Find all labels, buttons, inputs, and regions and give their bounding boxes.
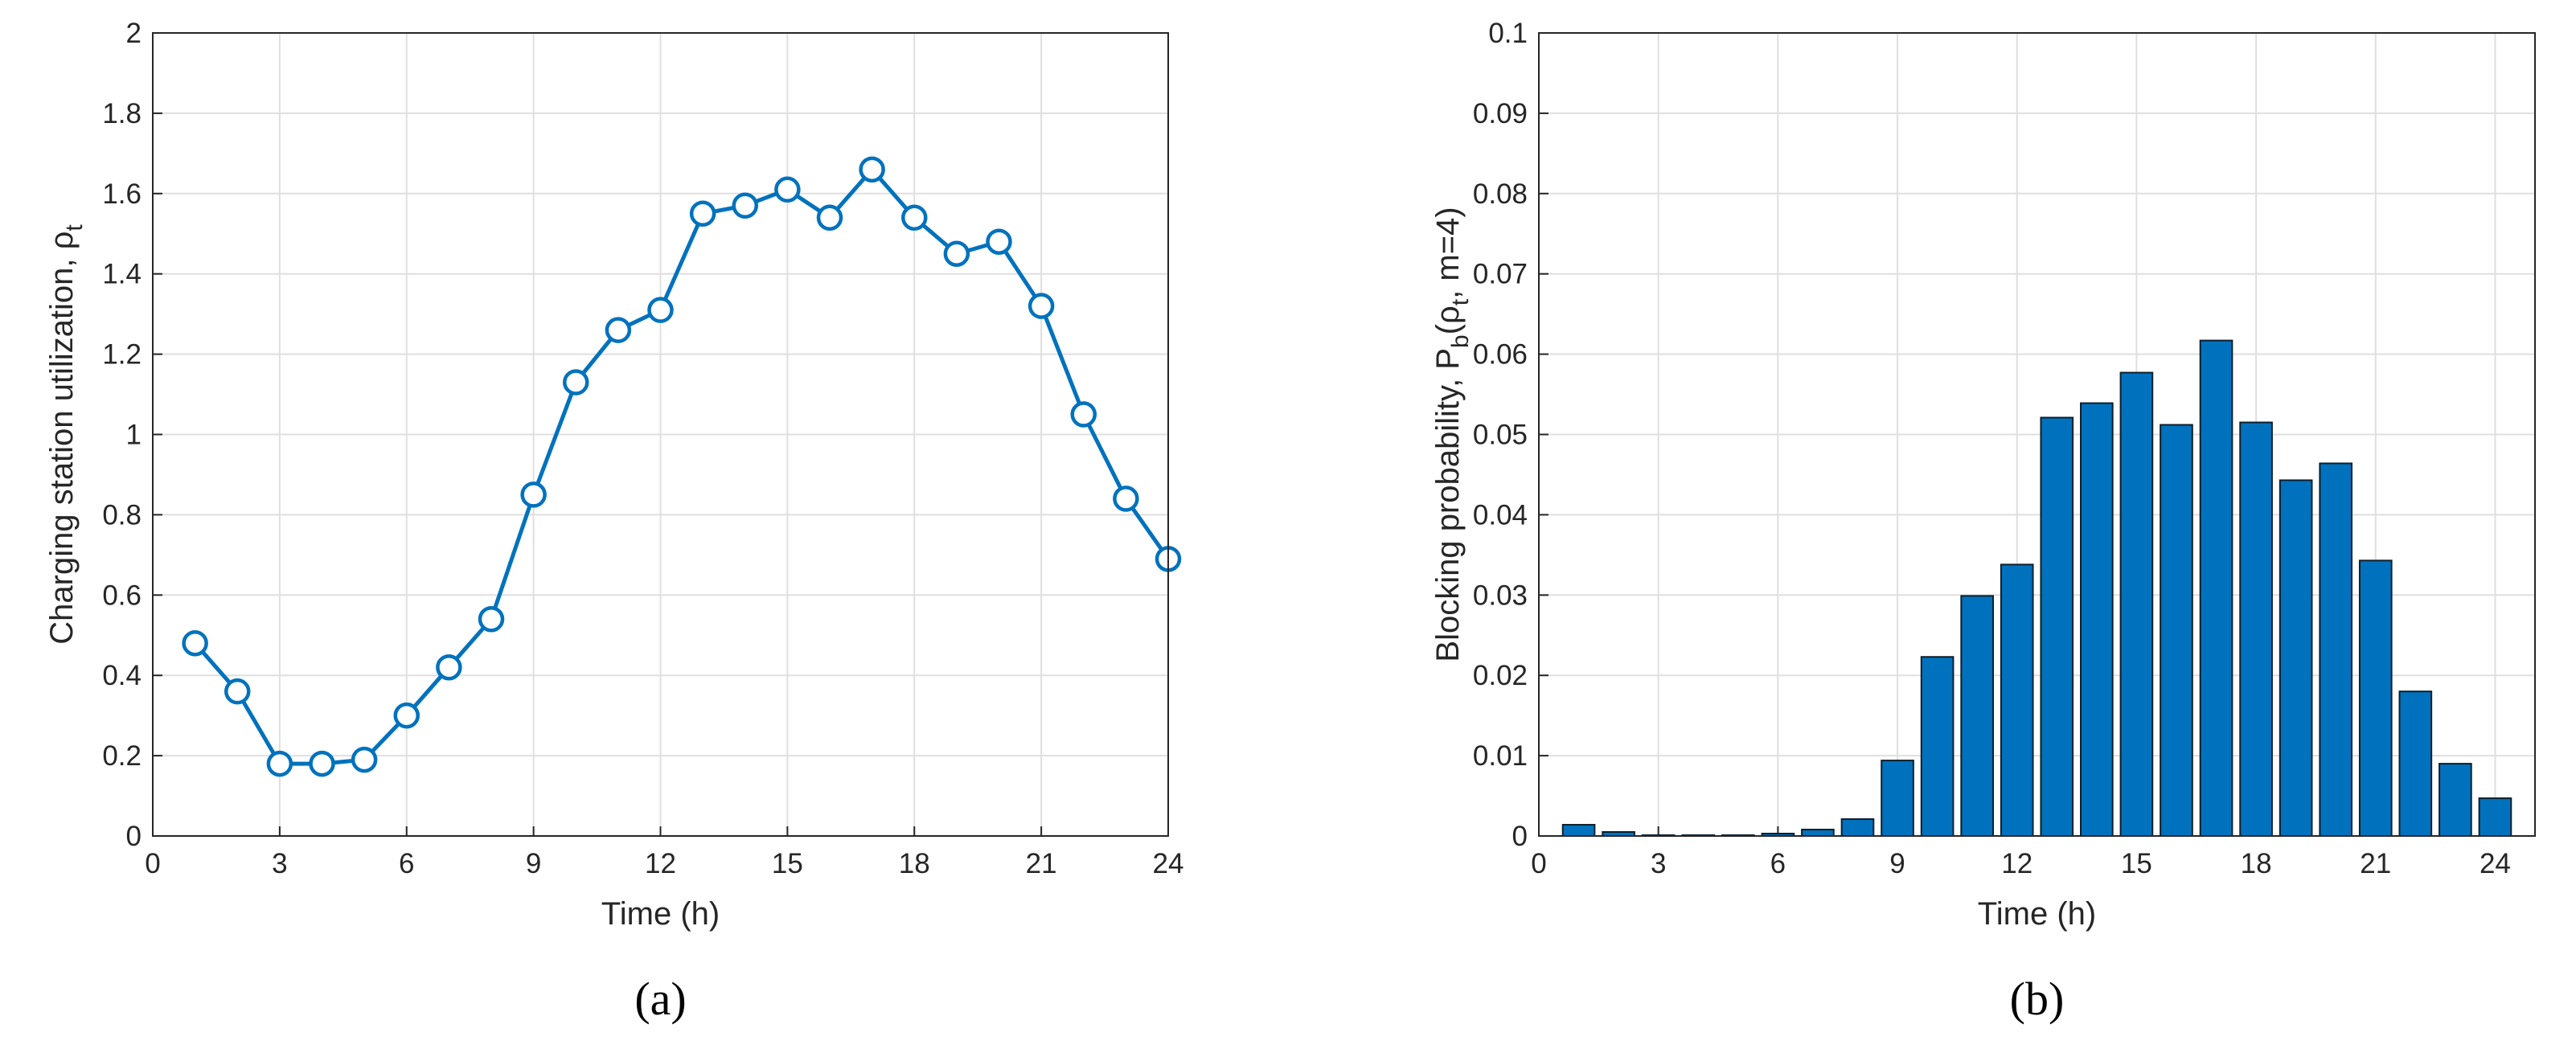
bar: [2239, 421, 2273, 837]
y-tick-label: 0.09: [1473, 98, 1528, 129]
bar: [2398, 690, 2433, 837]
y-tick-label: 0.06: [1473, 339, 1528, 371]
y-tick-label: 0.4: [102, 660, 142, 691]
x-tick-label: 9: [526, 848, 541, 879]
bar: [2439, 763, 2472, 838]
x-tick-label: 24: [2480, 848, 2511, 879]
marker: [478, 606, 505, 633]
bar: [2080, 402, 2114, 837]
y-axis-label: Blocking probability, Pb(ρt, m=4): [1430, 207, 1474, 662]
bar: [1960, 595, 1994, 837]
marker: [774, 176, 801, 203]
bar: [2358, 559, 2393, 838]
marker: [436, 654, 462, 681]
x-tick-label: 15: [772, 848, 803, 879]
y-tick-label: 1: [126, 420, 142, 451]
y-axis-label: Charging station utilization, ρt: [44, 224, 88, 645]
marker: [266, 750, 293, 777]
x-axis-label: Time (h): [601, 896, 720, 932]
marker: [943, 240, 970, 267]
y-axis-label-subscript: b: [1447, 334, 1474, 348]
marker: [986, 228, 1012, 255]
x-tick-label: 9: [1889, 848, 1905, 879]
y-axis-label-part: Charging station utilization, ρ: [44, 232, 80, 645]
y-tick-label: 0.8: [102, 499, 142, 531]
y-tick-label: 0.1: [1488, 18, 1528, 49]
x-axis-label: Time (h): [1978, 896, 2096, 932]
y-tick-label: 0: [126, 821, 142, 852]
y-tick-label: 0.08: [1473, 178, 1528, 210]
x-tick-label: 3: [1651, 848, 1666, 879]
y-axis-label-subscript: t: [61, 224, 88, 232]
y-tick-label: 1.6: [102, 178, 142, 210]
marker: [732, 192, 758, 219]
bar: [2279, 479, 2313, 837]
y-tick-label: 1.4: [102, 259, 142, 290]
y-tick-label: 0.6: [102, 580, 142, 611]
marker: [182, 629, 208, 657]
y-tick-label: 0.02: [1473, 660, 1528, 691]
bar: [2000, 563, 2034, 837]
x-tick-label: 6: [399, 848, 414, 879]
marker: [605, 317, 632, 343]
bar: [1881, 760, 1914, 837]
marker: [309, 750, 335, 777]
marker: [901, 204, 928, 232]
bar: [1920, 656, 1955, 838]
y-axis-label-part: Blocking probability, P: [1430, 348, 1466, 662]
bar: [2119, 371, 2154, 837]
bar: [1801, 829, 1835, 838]
caption: (a): [634, 973, 686, 1025]
bar: [2319, 462, 2353, 837]
marker: [1028, 293, 1055, 319]
y-tick-label: 0.03: [1473, 580, 1528, 611]
axes-box: [152, 32, 1169, 837]
marker: [859, 156, 885, 183]
x-tick-label: 0: [145, 848, 160, 879]
marker: [520, 481, 547, 508]
x-tick-label: 3: [272, 848, 287, 879]
x-tick-label: 0: [1531, 848, 1546, 879]
x-tick-label: 15: [2121, 848, 2152, 879]
bar: [2160, 424, 2193, 838]
y-tick-label: 0.04: [1473, 499, 1528, 531]
y-tick-label: 1.2: [102, 339, 142, 371]
bar: [1840, 818, 1875, 837]
x-tick-label: 21: [2360, 848, 2391, 879]
x-tick-label: 18: [899, 848, 930, 879]
y-tick-label: 0.2: [102, 740, 142, 772]
marker: [1113, 486, 1139, 512]
marker: [1070, 401, 1097, 428]
x-tick-label: 6: [1770, 848, 1786, 879]
y-tick-label: 2: [126, 18, 142, 49]
y-tick-label: 0.01: [1473, 740, 1528, 772]
marker: [816, 204, 843, 232]
marker: [689, 200, 716, 227]
axes-box: [1538, 32, 2536, 837]
marker: [224, 678, 251, 705]
bar: [1561, 824, 1596, 838]
bar: [2478, 797, 2512, 837]
x-tick-label: 21: [1026, 848, 1057, 879]
x-tick-label: 24: [1153, 848, 1184, 879]
bar: [2040, 416, 2074, 837]
x-tick-label: 12: [645, 848, 676, 879]
marker: [647, 297, 674, 323]
y-tick-label: 0: [1512, 821, 1528, 852]
marker: [393, 702, 420, 729]
y-tick-label: 1.8: [102, 98, 142, 129]
y-axis-label-part: , m=4): [1430, 207, 1466, 298]
caption: (b): [2010, 973, 2065, 1025]
x-tick-label: 12: [2001, 848, 2032, 879]
bar: [2199, 339, 2233, 837]
y-axis-label-part: (ρ: [1430, 305, 1466, 334]
y-tick-label: 0.05: [1473, 420, 1528, 451]
y-axis-label-subscript: t: [1447, 298, 1474, 305]
marker: [563, 369, 589, 395]
y-tick-label: 0.07: [1473, 259, 1528, 290]
x-tick-label: 18: [2241, 848, 2272, 879]
marker: [351, 746, 378, 773]
